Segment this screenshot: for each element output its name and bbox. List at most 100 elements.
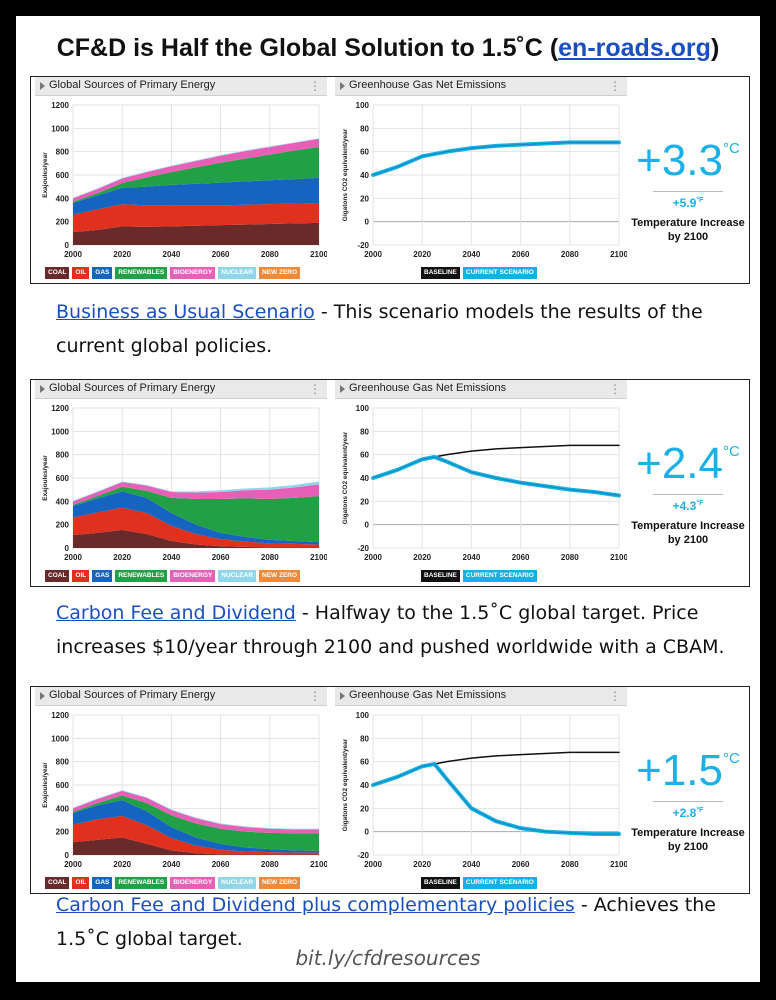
energy-chart-header: Global Sources of Primary Energy ⋮ bbox=[35, 77, 327, 96]
legend-item-nuclear[interactable]: NUCLEAR bbox=[218, 267, 257, 279]
divider bbox=[653, 494, 723, 495]
title-paren-close: ) bbox=[710, 34, 720, 62]
y-tick-label: 40 bbox=[360, 171, 369, 180]
energy-legend: COAL OIL GAS RENEWABLES BIOENERGY NUCLEAR NEW … bbox=[45, 267, 301, 279]
expand-triangle-icon[interactable] bbox=[340, 692, 345, 700]
legend-item-nuclear[interactable]: NUCLEAR bbox=[218, 877, 257, 889]
expand-triangle-icon[interactable] bbox=[40, 82, 45, 90]
more-menu-icon[interactable]: ⋮ bbox=[609, 382, 621, 396]
scenario-link[interactable]: Carbon Fee and Dividend plus complementa… bbox=[56, 894, 575, 916]
x-tick-label: 2000 bbox=[364, 250, 382, 259]
legend-item-baseline[interactable]: BASELINE bbox=[421, 877, 460, 889]
more-menu-icon[interactable]: ⋮ bbox=[309, 689, 321, 703]
legend-item-baseline[interactable]: BASELINE bbox=[421, 570, 460, 582]
y-axis-label: Exajoules/year bbox=[42, 455, 49, 501]
energy-chart-header: Global Sources of Primary Energy ⋮ bbox=[35, 380, 327, 399]
emissions-legend: BASELINE CURRENT SCENARIO bbox=[421, 267, 537, 279]
more-menu-icon[interactable]: ⋮ bbox=[309, 79, 321, 93]
y-tick-label: 200 bbox=[56, 828, 70, 837]
scenario-panel: Global Sources of Primary Energy ⋮ 0 200 400… bbox=[30, 76, 750, 284]
fahrenheit-unit: °F bbox=[696, 500, 704, 507]
x-tick-label: 2020 bbox=[413, 860, 431, 869]
temperature-celsius: +1.5°C bbox=[629, 735, 747, 795]
x-tick-label: 2040 bbox=[463, 553, 481, 562]
y-axis-label: Gigatons CO2 equivalent/year bbox=[342, 128, 349, 221]
legend-item-baseline[interactable]: BASELINE bbox=[421, 267, 460, 279]
legend-item-gas[interactable]: GAS bbox=[92, 877, 113, 889]
emissions-chart: Greenhouse Gas Net Emissions ⋮ -20 0 20 40 60 8… bbox=[335, 380, 627, 586]
temperature-fahrenheit: +5.9°F bbox=[629, 196, 747, 210]
legend-item-coal[interactable]: COAL bbox=[45, 570, 70, 582]
legend-item-current-scenario[interactable]: CURRENT SCENARIO bbox=[462, 877, 537, 889]
y-axis-label: Exajoules/year bbox=[42, 762, 49, 808]
area-coal bbox=[73, 837, 319, 855]
footer-link[interactable]: bit.ly/cfdresources bbox=[295, 946, 481, 970]
emissions-chart-title: Greenhouse Gas Net Emissions bbox=[349, 79, 507, 91]
scenario-link[interactable]: Business as Usual Scenario bbox=[56, 301, 315, 323]
temperature-celsius-value: +1.5 bbox=[636, 746, 724, 795]
x-tick-label: 2060 bbox=[212, 250, 230, 259]
expand-triangle-icon[interactable] bbox=[340, 82, 345, 90]
legend-item-gas[interactable]: GAS bbox=[92, 570, 113, 582]
y-tick-label: 20 bbox=[360, 497, 369, 506]
area-renewables bbox=[73, 147, 319, 203]
temperature-label: Temperature Increase by 2100 bbox=[631, 827, 745, 853]
energy-chart-header: Global Sources of Primary Energy ⋮ bbox=[35, 687, 327, 706]
x-tick-label: 2060 bbox=[512, 860, 530, 869]
emissions-chart-header: Greenhouse Gas Net Emissions ⋮ bbox=[335, 380, 627, 399]
legend-item-oil[interactable]: OIL bbox=[72, 877, 90, 889]
legend-item-bioenergy[interactable]: BIOENERGY bbox=[170, 877, 216, 889]
legend-item-oil[interactable]: OIL bbox=[72, 570, 90, 582]
scenario-link[interactable]: Carbon Fee and Dividend bbox=[56, 602, 296, 624]
legend-item-renewables[interactable]: RENEWABLES bbox=[115, 570, 168, 582]
temperature-readout: +2.4°C +4.3°F Temperature Increase by 2100 bbox=[629, 428, 747, 547]
line-current-scenario bbox=[371, 140, 621, 177]
legend-item-new-zero[interactable]: NEW ZERO bbox=[259, 267, 301, 279]
legend-item-coal[interactable]: COAL bbox=[45, 877, 70, 889]
temperature-fahrenheit: +4.3°F bbox=[629, 499, 747, 513]
scenario-description: - Halfway to the 1.5˚C global target. Pr… bbox=[56, 602, 725, 658]
more-menu-icon[interactable]: ⋮ bbox=[609, 79, 621, 93]
y-tick-label: 80 bbox=[360, 427, 369, 436]
legend-item-nuclear[interactable]: NUCLEAR bbox=[218, 570, 257, 582]
y-tick-label: 800 bbox=[56, 148, 70, 157]
x-tick-label: 2080 bbox=[261, 860, 279, 869]
x-tick-label: 2040 bbox=[463, 860, 481, 869]
y-axis-label: Gigatons CO2 equivalent/year bbox=[342, 738, 349, 831]
energy-chart-plot: 0 200 400 600 800 1000 1200 2000 2020 2040 2060 208… bbox=[42, 404, 327, 562]
x-tick-label: 2020 bbox=[413, 250, 431, 259]
line-baseline bbox=[372, 751, 620, 786]
expand-triangle-icon[interactable] bbox=[40, 385, 45, 393]
legend-item-renewables[interactable]: RENEWABLES bbox=[115, 877, 168, 889]
y-tick-label: 800 bbox=[56, 451, 70, 460]
expand-triangle-icon[interactable] bbox=[40, 692, 45, 700]
energy-chart-plot: 0 200 400 600 800 1000 1200 2000 2020 2040 2060 208… bbox=[42, 711, 327, 869]
legend-item-current-scenario[interactable]: CURRENT SCENARIO bbox=[462, 570, 537, 582]
legend-item-current-scenario[interactable]: CURRENT SCENARIO bbox=[462, 267, 537, 279]
y-tick-label: 200 bbox=[56, 218, 70, 227]
legend-item-renewables[interactable]: RENEWABLES bbox=[115, 267, 168, 279]
more-menu-icon[interactable]: ⋮ bbox=[309, 382, 321, 396]
x-tick-label: 2000 bbox=[64, 553, 82, 562]
legend-item-gas[interactable]: GAS bbox=[92, 267, 113, 279]
y-tick-label: 60 bbox=[360, 758, 369, 767]
y-tick-label: 0 bbox=[365, 218, 370, 227]
y-tick-label: 1200 bbox=[51, 711, 69, 720]
y-tick-label: 1200 bbox=[51, 101, 69, 110]
x-tick-label: 2040 bbox=[463, 250, 481, 259]
expand-triangle-icon[interactable] bbox=[340, 385, 345, 393]
legend-item-bioenergy[interactable]: BIOENERGY bbox=[170, 570, 216, 582]
legend-item-oil[interactable]: OIL bbox=[72, 267, 90, 279]
y-tick-label: 40 bbox=[360, 781, 369, 790]
legend-item-bioenergy[interactable]: BIOENERGY bbox=[170, 267, 216, 279]
en-roads-link[interactable]: en-roads.org bbox=[558, 34, 711, 62]
legend-item-coal[interactable]: COAL bbox=[45, 267, 70, 279]
more-menu-icon[interactable]: ⋮ bbox=[609, 689, 621, 703]
legend-item-new-zero[interactable]: NEW ZERO bbox=[259, 877, 301, 889]
y-tick-label: 100 bbox=[356, 404, 370, 413]
area-bioenergy bbox=[73, 138, 319, 202]
legend-item-new-zero[interactable]: NEW ZERO bbox=[259, 570, 301, 582]
y-tick-label: 0 bbox=[365, 828, 370, 837]
x-tick-label: 2020 bbox=[113, 860, 131, 869]
x-tick-label: 2080 bbox=[561, 553, 579, 562]
